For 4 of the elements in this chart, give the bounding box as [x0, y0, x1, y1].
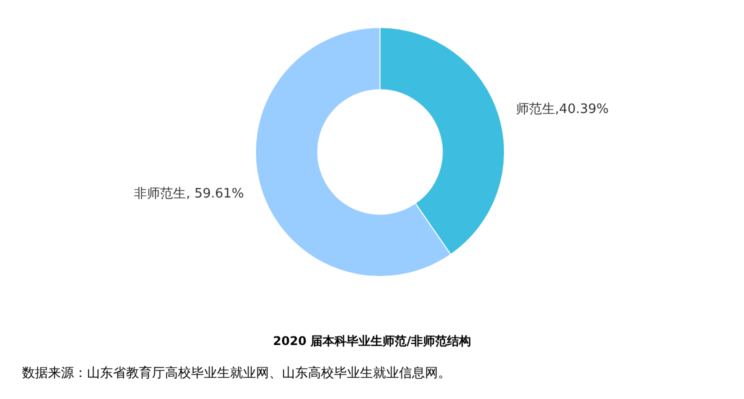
slice-label: 师范生,40.39%	[516, 102, 609, 118]
text: 2020 届本科毕业生师范/非师范结构	[272, 333, 472, 350]
source-note: 数据来源：山东省教育厅高校毕业生就业网、山东高校毕业生就业信息网。	[22, 364, 451, 382]
slice-label: 非师范生, 59.61%	[134, 186, 244, 202]
